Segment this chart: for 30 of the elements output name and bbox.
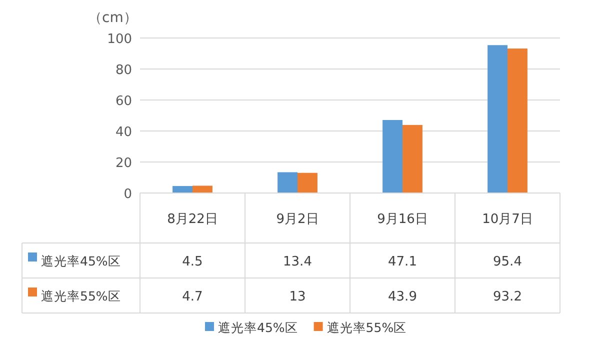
data-label: 95.4 (493, 254, 522, 270)
bar (402, 124, 422, 193)
data-label: 47.1 (388, 254, 417, 270)
bar (298, 172, 318, 193)
bar (192, 186, 212, 193)
y-tick-label: 20 (115, 156, 132, 171)
legend-label: 遮光率55%区 (41, 288, 121, 304)
bar (508, 48, 528, 193)
y-tick-label: 0 (124, 187, 132, 202)
legend: 遮光率45%区 遮光率55%区 (205, 320, 407, 335)
y-tick-label: 40 (115, 125, 132, 140)
x-tick-label: 9月16日 (377, 212, 428, 227)
data-label: 43.9 (388, 290, 417, 304)
bar (382, 120, 402, 193)
data-label: 13 (289, 290, 306, 304)
bar (172, 186, 192, 193)
bar (488, 45, 508, 193)
legend-label: 遮光率45%区 (41, 254, 121, 268)
bar (278, 172, 298, 193)
data-label: 4.7 (182, 290, 203, 304)
y-tick-label: 100 (107, 32, 132, 47)
x-tick-label: 9月2日 (276, 212, 319, 227)
y-tick-label: 60 (115, 94, 132, 109)
x-tick-label: 10月7日 (482, 212, 533, 227)
data-label: 13.4 (283, 254, 312, 270)
data-label: 4.5 (182, 254, 203, 270)
y-axis-title: （cm） (88, 10, 138, 26)
y-tick-label: 80 (115, 63, 132, 78)
data-label: 93.2 (493, 290, 522, 304)
x-tick-label: 8月22日 (167, 212, 218, 227)
